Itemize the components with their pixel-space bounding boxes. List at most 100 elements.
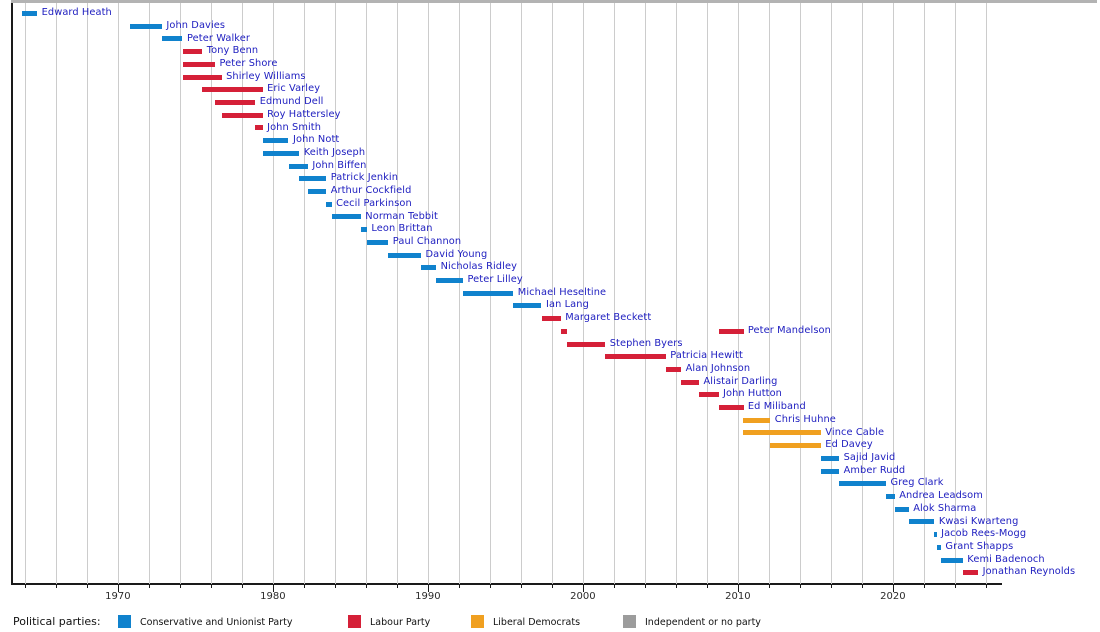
gridline [520,3,522,584]
officeholder-name-label[interactable]: Peter Shore [219,57,278,69]
minor-tick [303,584,305,588]
timeline-bar [743,417,771,423]
timeline-bar [820,468,839,474]
officeholder-name-label[interactable]: Kemi Badenoch [967,553,1045,565]
minor-tick [861,584,863,588]
officeholder-name-label[interactable]: Leon Brittan [371,223,433,235]
officeholder-name-label[interactable]: Jacob Rees-Mogg [941,528,1027,540]
plot-top-border [11,0,1097,3]
major-tick [582,584,584,592]
timeline-bar [934,532,937,538]
legend-title: Political parties: [13,615,101,628]
officeholder-name-label[interactable]: Edward Heath [41,7,112,19]
timeline-bar [202,87,263,93]
timeline-bar [886,494,895,499]
officeholder-name-label[interactable]: John Nott [293,134,340,146]
minor-tick [954,584,956,588]
timeline-bar [513,303,542,309]
legend: Political parties: Conservative and Unio… [0,608,1100,632]
gridline [272,3,274,584]
timeline-bar [567,341,606,347]
officeholder-name-label[interactable]: Peter Walker [187,32,250,44]
gridline [334,3,336,584]
officeholder-name-label[interactable]: John Biffen [312,159,367,171]
officeholder-name-label[interactable]: Peter Lilley [467,274,523,285]
timeline-bar [936,544,941,550]
timeline-bar [366,239,389,245]
officeholder-name-label[interactable]: Shirley Williams [226,70,306,82]
officeholder-name-label[interactable]: John Davies [166,19,226,31]
officeholder-name-label[interactable]: Andrea Leadsom [899,490,983,502]
officeholder-name-label[interactable]: Patricia Hewitt [670,350,743,362]
timeline-bar [560,328,568,334]
officeholder-name-label[interactable]: Paul Channon [392,235,462,247]
officeholder-name-label[interactable]: Nicholas Ridley [440,261,517,273]
officeholder-name-label[interactable]: David Young [425,248,488,260]
timeline-bar [215,100,256,105]
minor-tick [55,584,57,588]
officeholder-name-label[interactable]: Grant Shapps [945,540,1014,552]
timeline-bar [421,265,436,271]
officeholder-name-label[interactable]: Tony Benn [206,45,259,57]
timeline-bar [436,277,464,283]
labour-color-swatch [348,615,361,628]
officeholder-name-label[interactable]: Greg Clark [890,477,944,489]
conservative-color-swatch [118,615,131,628]
officeholder-name-label[interactable]: Patrick Jenkin [330,172,399,184]
major-tick [427,584,429,592]
officeholder-name-label[interactable]: Sajid Javid [843,451,896,463]
officeholder-name-label[interactable]: Edmund Dell [259,96,324,108]
timeline-bar [665,366,682,372]
timeline-bar [605,354,666,360]
minor-tick [148,584,150,588]
officeholder-name-label[interactable]: Chris Huhne [774,413,836,425]
officeholder-name-label[interactable]: Amber Rudd [843,464,906,476]
officeholder-name-label[interactable]: Alok Sharma [913,502,977,514]
timeline-bar [839,481,887,487]
minor-tick [644,584,646,588]
officeholder-name-label[interactable]: Kwasi Kwarteng [938,515,1019,527]
officeholder-name-label[interactable]: Ed Davey [825,439,873,451]
officeholder-name-label[interactable]: Jonathan Reynolds [982,566,1076,578]
officeholder-name-label[interactable]: John Smith [267,121,322,133]
timeline-bar [331,214,361,220]
gridline [551,3,553,584]
minor-tick [799,584,801,588]
minor-tick [985,584,987,588]
timeline-bar [360,227,367,233]
timeline-bar [743,430,821,436]
gridline [613,3,615,584]
minor-tick [768,584,770,588]
officeholder-name-label[interactable]: Michael Heseltine [517,286,607,298]
officeholder-name-label[interactable]: Ed Miliband [747,401,806,413]
officeholder-name-label[interactable]: Vince Cable [825,426,885,438]
officeholder-name-label[interactable]: Arthur Cockfield [330,185,412,196]
gridline [117,3,119,584]
gridline [923,3,925,584]
officeholder-name-label[interactable]: Stephen Byers [609,337,683,349]
timeline-bar [182,74,222,80]
officeholder-name-label[interactable]: Peter Mandelson [747,324,831,336]
gridline [24,3,26,584]
officeholder-name-label[interactable]: Ian Lang [546,299,589,311]
officeholder-name-label[interactable]: Roy Hattersley [267,108,341,120]
officeholder-name-label[interactable]: Alistair Darling [703,375,778,387]
officeholder-name-label[interactable]: Alan Johnson [685,363,751,374]
gridline [706,3,708,584]
timeline-bar [962,570,979,576]
timeline-bar [130,23,162,29]
officeholder-name-label[interactable]: Cecil Parkinson [336,197,412,209]
officeholder-name-label[interactable]: Norman Tebbit [365,210,438,222]
officeholder-name-label[interactable]: John Hutton [723,388,782,400]
minor-tick [365,584,367,588]
minor-tick [551,584,553,588]
officeholder-name-label[interactable]: Margaret Beckett [565,312,652,324]
x-axis-tick-label: 1980 [260,591,286,602]
y-axis-line [11,3,13,584]
officeholder-name-label[interactable]: Eric Varley [267,83,321,95]
minor-tick [396,584,398,588]
officeholder-name-label[interactable]: Keith Joseph [303,146,366,158]
minor-tick [210,584,212,588]
